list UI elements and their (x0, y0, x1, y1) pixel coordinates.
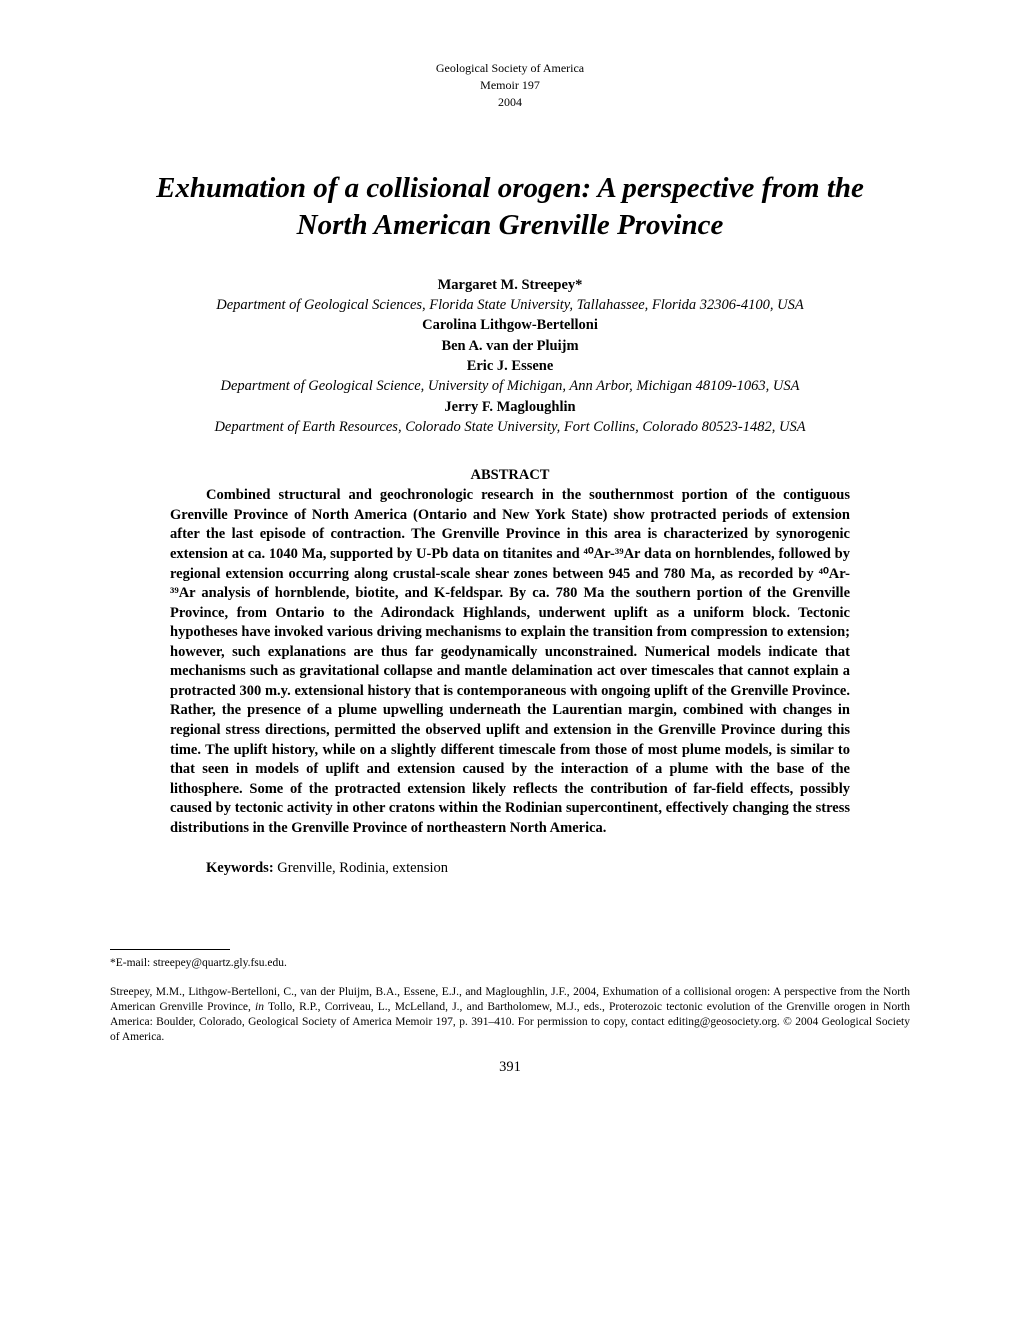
author-affiliation-3: Department of Geological Science, Univer… (110, 376, 910, 396)
journal-year: 2004 (110, 94, 910, 111)
keywords-label: Keywords: (206, 860, 274, 876)
journal-name: Geological Society of America (110, 60, 910, 77)
title-line-2: North American Grenville Province (110, 207, 910, 243)
journal-memoir: Memoir 197 (110, 77, 910, 94)
keywords-text: Grenville, Rodinia, extension (274, 860, 448, 876)
footnote-citation: Streepey, M.M., Lithgow-Bertelloni, C., … (110, 985, 910, 1045)
authors-block: Margaret M. Streepey* Department of Geol… (110, 275, 910, 437)
author-name-4: Jerry F. Magloughlin (110, 397, 910, 417)
title-line-1: Exhumation of a collisional orogen: A pe… (110, 170, 910, 206)
author-affiliation-0: Department of Geological Sciences, Flori… (110, 295, 910, 315)
journal-header: Geological Society of America Memoir 197… (110, 60, 910, 110)
author-name-1: Carolina Lithgow-Bertelloni (110, 315, 910, 335)
keywords-line: Keywords: Grenville, Rodinia, extension (170, 860, 850, 877)
citation-part-2-italic: in (255, 1001, 264, 1013)
footnote-divider (110, 949, 230, 950)
abstract-heading: ABSTRACT (110, 467, 910, 484)
author-name-0: Margaret M. Streepey* (110, 275, 910, 295)
paper-title: Exhumation of a collisional orogen: A pe… (110, 170, 910, 243)
footnote-email: *E-mail: streepey@quartz.gly.fsu.edu. (110, 956, 910, 971)
abstract-body: Combined structural and geochronologic r… (170, 486, 850, 838)
author-affiliation-4: Department of Earth Resources, Colorado … (110, 417, 910, 437)
page-number: 391 (110, 1059, 910, 1076)
author-name-2: Ben A. van der Pluijm (110, 336, 910, 356)
author-name-3: Eric J. Essene (110, 356, 910, 376)
